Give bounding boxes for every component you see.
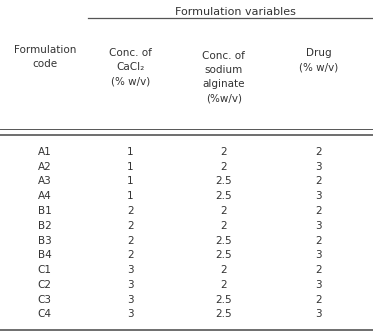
Text: 2.5: 2.5: [216, 250, 232, 260]
Text: Formulation
code: Formulation code: [13, 45, 76, 69]
Text: 3: 3: [127, 280, 134, 290]
Text: 3: 3: [316, 221, 322, 231]
Text: 3: 3: [316, 309, 322, 320]
Text: 3: 3: [316, 250, 322, 260]
Text: 3: 3: [127, 265, 134, 275]
Text: Formulation variables: Formulation variables: [175, 7, 295, 17]
Text: 1: 1: [127, 191, 134, 201]
Text: 3: 3: [316, 162, 322, 172]
Text: 2: 2: [316, 147, 322, 157]
Text: 2: 2: [316, 265, 322, 275]
Text: C3: C3: [38, 295, 52, 305]
Text: 3: 3: [316, 280, 322, 290]
Text: 2.5: 2.5: [216, 309, 232, 320]
Text: 3: 3: [127, 295, 134, 305]
Text: Conc. of
sodium
alginate
(%w/v): Conc. of sodium alginate (%w/v): [203, 51, 245, 103]
Text: B4: B4: [38, 250, 51, 260]
Text: Drug
(% w/v): Drug (% w/v): [299, 48, 339, 73]
Text: Conc. of
CaCl₂
(% w/v): Conc. of CaCl₂ (% w/v): [109, 48, 152, 86]
Text: 2: 2: [316, 236, 322, 246]
Text: 2: 2: [220, 265, 227, 275]
Text: 2: 2: [127, 236, 134, 246]
Text: 1: 1: [127, 176, 134, 186]
Text: 2: 2: [316, 295, 322, 305]
Text: 2.5: 2.5: [216, 236, 232, 246]
Text: B2: B2: [38, 221, 51, 231]
Text: A1: A1: [38, 147, 51, 157]
Text: A2: A2: [38, 162, 51, 172]
Text: 2: 2: [127, 250, 134, 260]
Text: 2: 2: [220, 162, 227, 172]
Text: A3: A3: [38, 176, 51, 186]
Text: B3: B3: [38, 236, 51, 246]
Text: 2: 2: [220, 147, 227, 157]
Text: A4: A4: [38, 191, 51, 201]
Text: 2: 2: [220, 280, 227, 290]
Text: 2.5: 2.5: [216, 295, 232, 305]
Text: 1: 1: [127, 147, 134, 157]
Text: 2.5: 2.5: [216, 176, 232, 186]
Text: C1: C1: [38, 265, 52, 275]
Text: C4: C4: [38, 309, 52, 320]
Text: 2: 2: [127, 206, 134, 216]
Text: 2: 2: [220, 221, 227, 231]
Text: 2: 2: [316, 176, 322, 186]
Text: 2: 2: [316, 206, 322, 216]
Text: B1: B1: [38, 206, 51, 216]
Text: 2: 2: [127, 221, 134, 231]
Text: C2: C2: [38, 280, 52, 290]
Text: 3: 3: [316, 191, 322, 201]
Text: 2.5: 2.5: [216, 191, 232, 201]
Text: 1: 1: [127, 162, 134, 172]
Text: 3: 3: [127, 309, 134, 320]
Text: 2: 2: [220, 206, 227, 216]
